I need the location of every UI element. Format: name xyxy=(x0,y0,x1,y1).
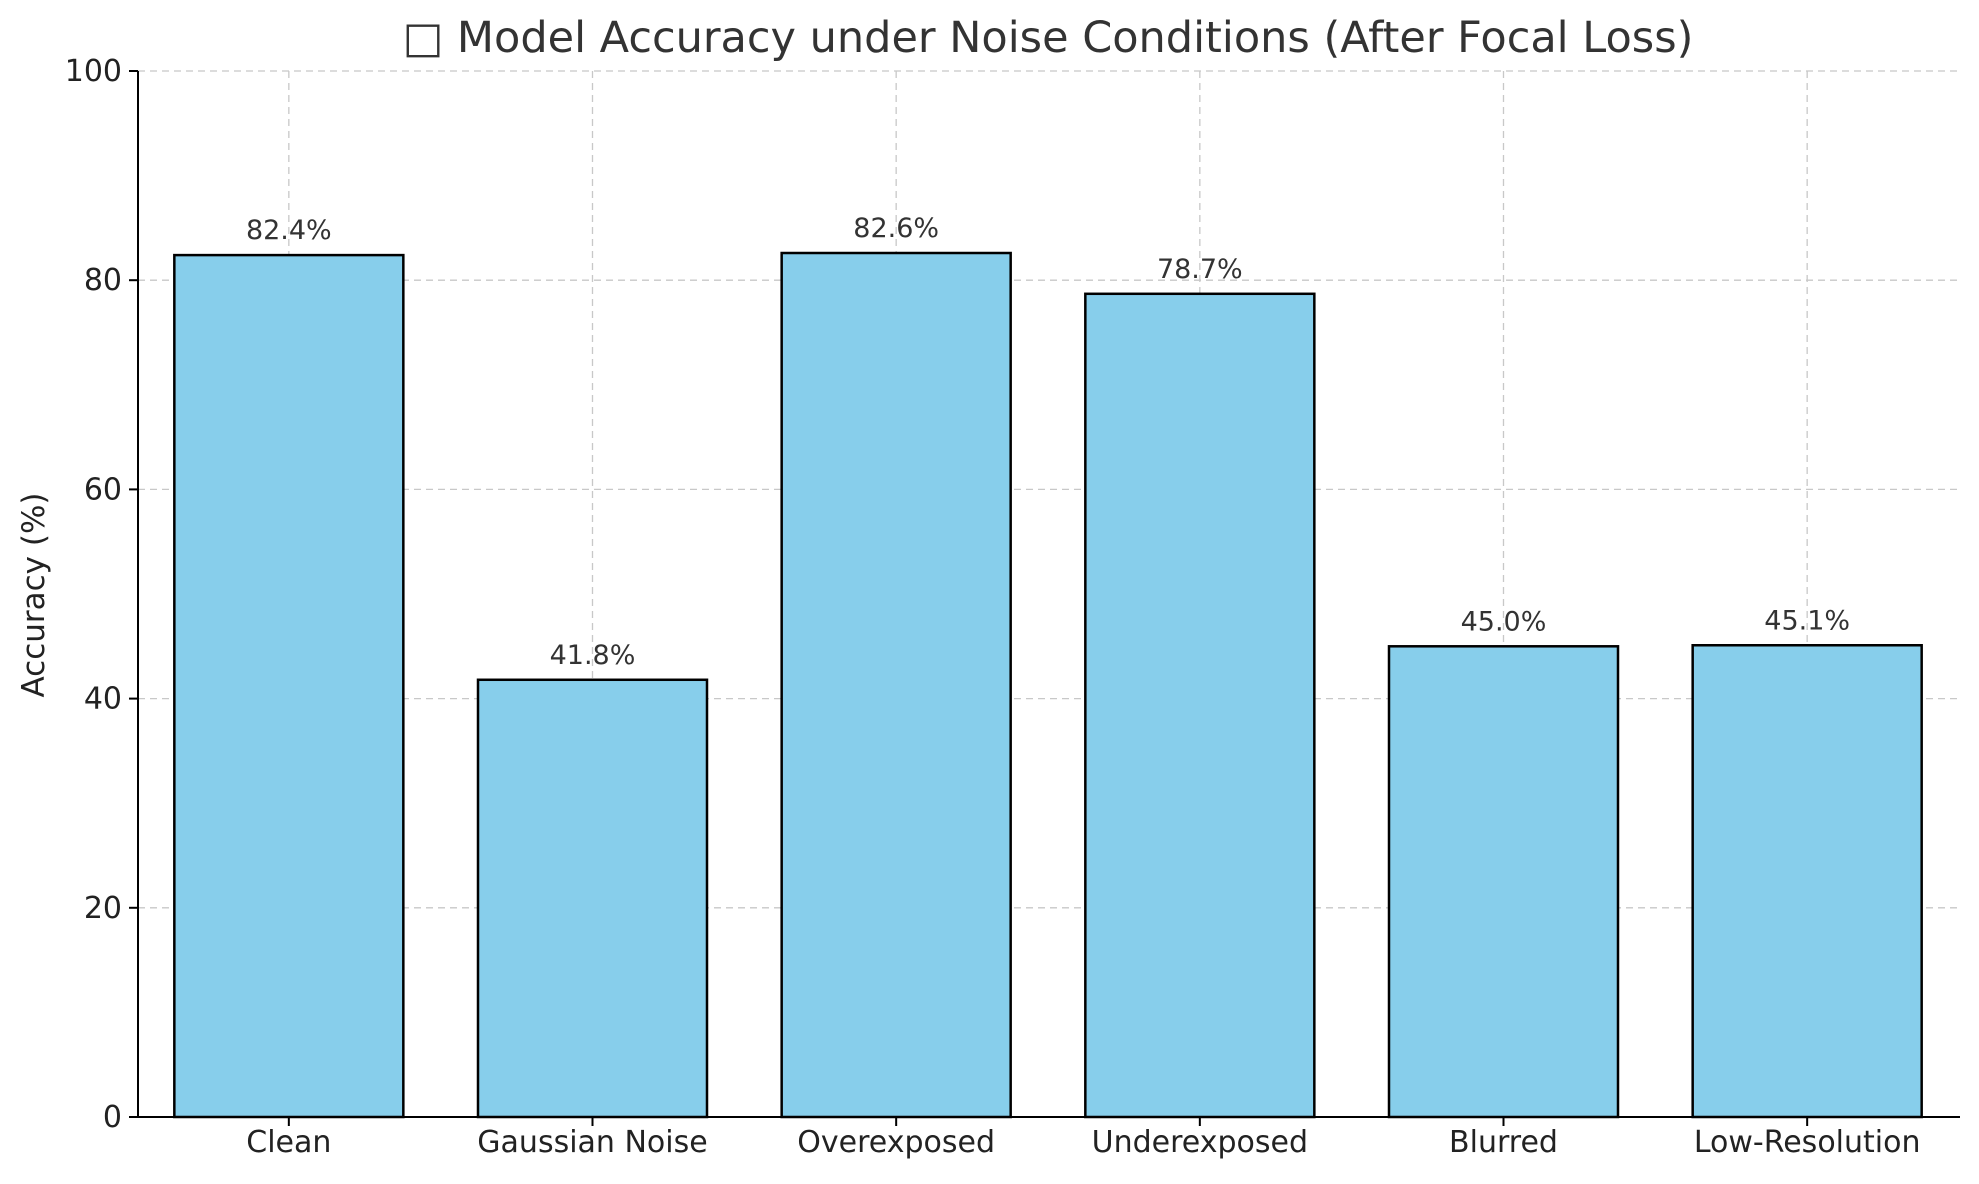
bars xyxy=(173,251,1923,1119)
x-tick-label: Clean xyxy=(246,1125,331,1160)
bar-underexposed xyxy=(1084,292,1316,1119)
data-label: 82.6% xyxy=(853,213,939,244)
y-tick-label: 0 xyxy=(103,1100,122,1135)
x-tick-label: Gaussian Noise xyxy=(477,1125,707,1160)
y-axis-title: Accuracy (%) xyxy=(16,492,52,697)
x-tick-label: Low-Resolution xyxy=(1694,1125,1921,1160)
bar-overexposed xyxy=(780,251,1012,1119)
data-label: 78.7% xyxy=(1157,254,1243,285)
data-labels: 82.4% 41.8% 82.6% 78.7% 45.0% 45.1% xyxy=(246,213,1850,671)
x-tick-label: Blurred xyxy=(1449,1125,1558,1160)
y-tick-label: 20 xyxy=(84,891,122,926)
y-tick-label: 40 xyxy=(84,682,122,717)
bar-low-resolution xyxy=(1691,644,1923,1119)
data-label: 41.8% xyxy=(550,640,636,671)
bar-gaussian-noise xyxy=(476,678,709,1119)
axes xyxy=(129,70,1960,1126)
bar-clean xyxy=(173,253,405,1119)
data-label: 45.1% xyxy=(1764,605,1850,636)
data-label: 45.0% xyxy=(1461,606,1547,637)
y-tick-label: 80 xyxy=(84,263,122,298)
x-tick-label: Overexposed xyxy=(797,1125,995,1160)
data-label: 82.4% xyxy=(246,215,332,246)
tick-labels: 0 20 40 60 80 100 Clean Gaussian Noise Overexpos… xyxy=(65,54,1921,1160)
y-tick-label: 60 xyxy=(84,472,122,507)
x-tick-label: Underexposed xyxy=(1092,1125,1308,1160)
grid-lines xyxy=(138,70,1960,1118)
y-tick-label: 100 xyxy=(65,54,122,89)
chart-title: □ Model Accuracy under Noise Conditions … xyxy=(403,13,1694,63)
bar-blurred xyxy=(1387,645,1620,1119)
